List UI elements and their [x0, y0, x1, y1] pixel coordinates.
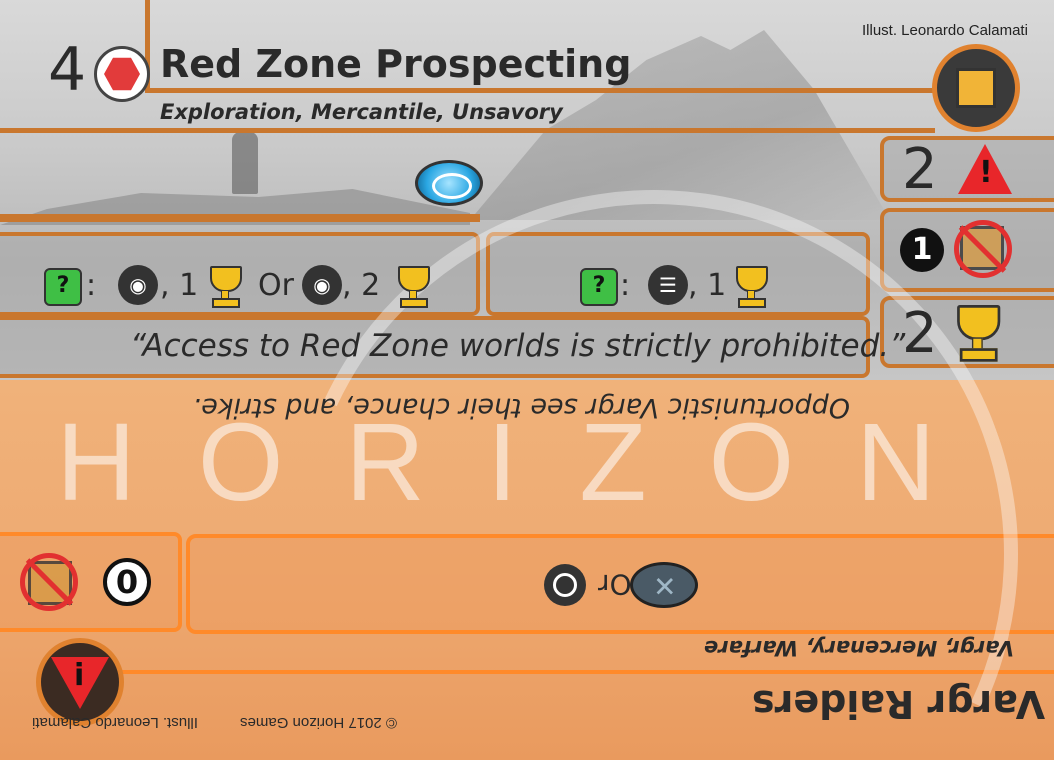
bottom-title: Vargr Raiders — [752, 682, 1046, 726]
trophy-icon — [390, 266, 434, 308]
trophy-icon — [202, 266, 246, 308]
no-check-icon — [20, 553, 78, 611]
document-icon: ☰ — [648, 265, 688, 305]
checkbox-icon — [956, 68, 996, 108]
bottom-illustrator: Illust. Leonardo Calamati — [32, 714, 198, 731]
bottom-traits: Vargr, Mercenary, Warfare — [704, 636, 1014, 660]
option-left-val2: , 2 — [342, 268, 381, 303]
option-left-or: Or — [258, 268, 294, 303]
danger-value: 2 — [902, 137, 938, 202]
bottom-option-panel — [186, 534, 1054, 634]
question-icon: ? — [580, 268, 618, 306]
target-icon — [544, 564, 586, 606]
trophy-icon — [946, 305, 1005, 362]
card-traits: Exploration, Mercantile, Unsavory — [160, 100, 563, 124]
red-hex-icon — [94, 46, 150, 102]
frame-line — [145, 88, 935, 93]
limit-value: 1 — [900, 228, 944, 272]
agent-icon: ◉ — [302, 265, 342, 305]
bottom-or: Or — [598, 568, 632, 601]
frame-line — [120, 670, 1054, 674]
frame-line — [145, 0, 150, 90]
illustrator-credit: Illust. Leonardo Calamati — [862, 22, 1028, 39]
question-icon: ? — [44, 268, 82, 306]
swords-icon: ✕ — [630, 562, 698, 608]
figure-art — [232, 132, 258, 194]
checkbox-badge — [932, 44, 1020, 132]
option-left-val1: , 1 — [160, 268, 199, 303]
card-title: Red Zone Prospecting — [160, 42, 632, 86]
no-check-icon — [954, 220, 1012, 278]
option-right-val1: , 1 — [688, 268, 727, 303]
watermark-text: HORIZON — [56, 401, 998, 524]
flavor-quote: “Access to Red Zone worlds is strictly p… — [130, 328, 906, 364]
frame-line — [0, 214, 480, 222]
bottom-flavor-text: Opportunistic Vargr see their chance, an… — [192, 392, 850, 423]
option-right-sep: : — [620, 268, 631, 303]
agent-icon: ◉ — [118, 265, 158, 305]
zero-value: 0 — [103, 558, 151, 606]
trophy-icon — [728, 266, 772, 308]
reward-value: 2 — [902, 301, 938, 366]
copyright: © 2017 Horizon Games — [240, 714, 397, 731]
danger-shield-icon: i — [36, 638, 124, 726]
frame-line — [0, 128, 935, 133]
cost-value: 4 — [48, 35, 87, 105]
option-left-sep: : — [86, 268, 97, 303]
blue-oval-icon — [415, 160, 483, 206]
quote-panel — [0, 316, 870, 378]
